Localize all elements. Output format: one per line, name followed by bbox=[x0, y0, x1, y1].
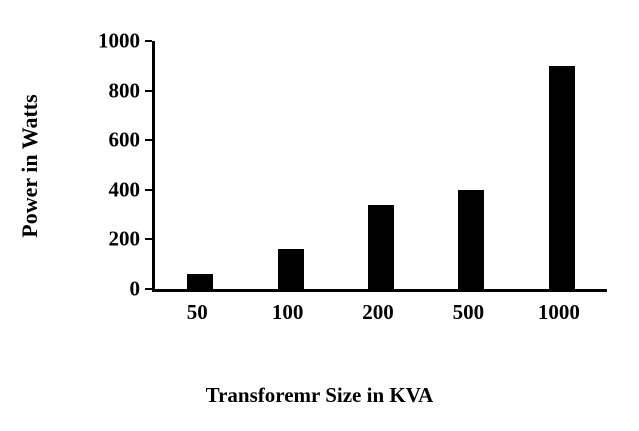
y-tick-mark bbox=[145, 288, 152, 290]
bar-cell bbox=[155, 41, 245, 289]
x-tick-label: 500 bbox=[452, 300, 485, 324]
bar-1000 bbox=[548, 65, 575, 289]
y-tick-mark bbox=[145, 89, 152, 92]
y-tick-mark bbox=[145, 40, 152, 42]
y-tick-label: 1000 bbox=[98, 28, 140, 53]
x-tick-label: 1000 bbox=[537, 300, 580, 324]
bar-cell bbox=[336, 41, 426, 289]
bar-50 bbox=[187, 274, 214, 289]
bar-cell bbox=[245, 41, 335, 289]
x-tick-label: 50 bbox=[186, 300, 208, 324]
bar-200 bbox=[368, 204, 395, 289]
y-tick-mark bbox=[145, 188, 152, 191]
y-tick-label: 400 bbox=[108, 177, 141, 202]
y-axis-ticks: 0 200 400 600 800 1000 bbox=[0, 30, 141, 299]
y-tick-label: 600 bbox=[108, 127, 141, 152]
x-axis-labels: 50 100 200 500 1000 bbox=[152, 300, 604, 325]
bar-100 bbox=[277, 249, 304, 289]
y-tick-label: 200 bbox=[108, 226, 141, 251]
y-tick-mark bbox=[145, 139, 152, 142]
bar-cell bbox=[517, 41, 607, 289]
y-tick-mark bbox=[145, 238, 152, 241]
x-axis-title: Transforemr Size in KVA bbox=[205, 383, 434, 407]
y-tick-label: 0 bbox=[129, 276, 141, 301]
plot-area bbox=[145, 40, 607, 292]
bar-500 bbox=[458, 189, 485, 289]
x-tick-label: 100 bbox=[271, 300, 304, 324]
bar-cell bbox=[426, 41, 516, 289]
x-tick-label: 200 bbox=[362, 300, 394, 324]
y-tick-label: 800 bbox=[108, 78, 141, 103]
